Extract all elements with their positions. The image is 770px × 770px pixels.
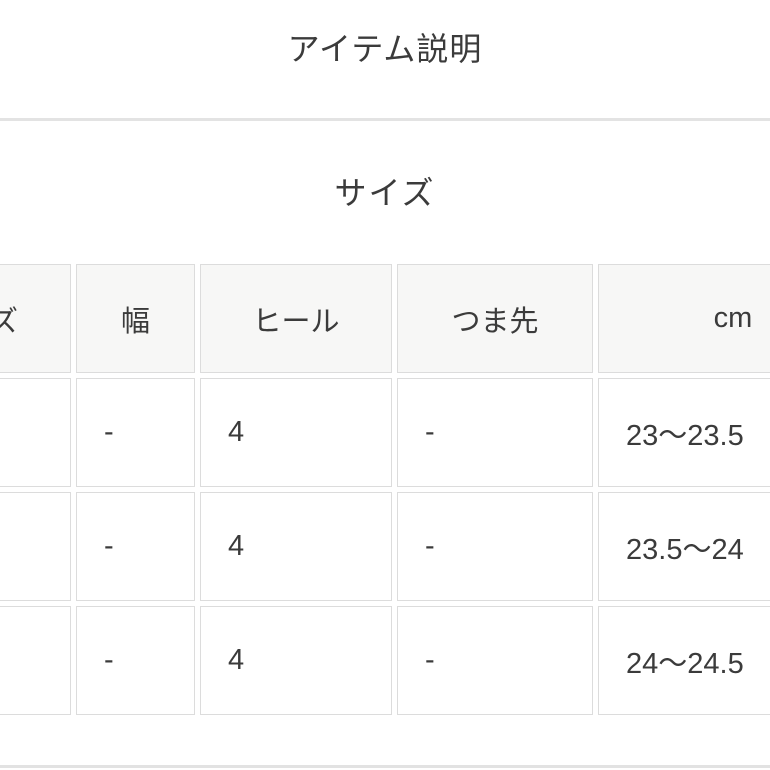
size-table-header-row: サイズ 幅 ヒール つま先 cm — [0, 264, 770, 373]
cell-cm: 24〜24.5 — [598, 606, 770, 715]
size-section-title: サイズ — [334, 175, 436, 211]
column-header-cm: cm — [598, 264, 770, 373]
cell-toe: - — [397, 378, 593, 487]
cell-heel: 4 — [200, 492, 392, 601]
cell-toe: - — [397, 492, 593, 601]
cell-width: - — [76, 378, 195, 487]
cell-cm: 23〜23.5 — [598, 378, 770, 487]
next-section-top-border — [0, 765, 770, 768]
column-header-width: 幅 — [76, 264, 195, 373]
cell-size — [0, 492, 71, 601]
table-row: - 4 - 23.5〜24 — [0, 492, 770, 601]
cell-size — [0, 378, 71, 487]
page-title: アイテム説明 — [287, 31, 483, 67]
table-row: - 4 - 23〜23.5 — [0, 378, 770, 487]
column-header-heel: ヒール — [200, 264, 392, 373]
size-table-viewport: サイズ 幅 ヒール つま先 cm - 4 - 23〜23.5 - — [0, 259, 770, 725]
cell-width: - — [76, 606, 195, 715]
section-divider — [0, 118, 770, 121]
cell-cm: 23.5〜24 — [598, 492, 770, 601]
size-table: サイズ 幅 ヒール つま先 cm - 4 - 23〜23.5 - — [0, 259, 770, 720]
table-row: - 4 - 24〜24.5 — [0, 606, 770, 715]
cell-width: - — [76, 492, 195, 601]
cell-toe: - — [397, 606, 593, 715]
cell-heel: 4 — [200, 378, 392, 487]
cell-size — [0, 606, 71, 715]
cell-heel: 4 — [200, 606, 392, 715]
column-header-toe: つま先 — [397, 264, 593, 373]
column-header-size: サイズ — [0, 264, 71, 373]
